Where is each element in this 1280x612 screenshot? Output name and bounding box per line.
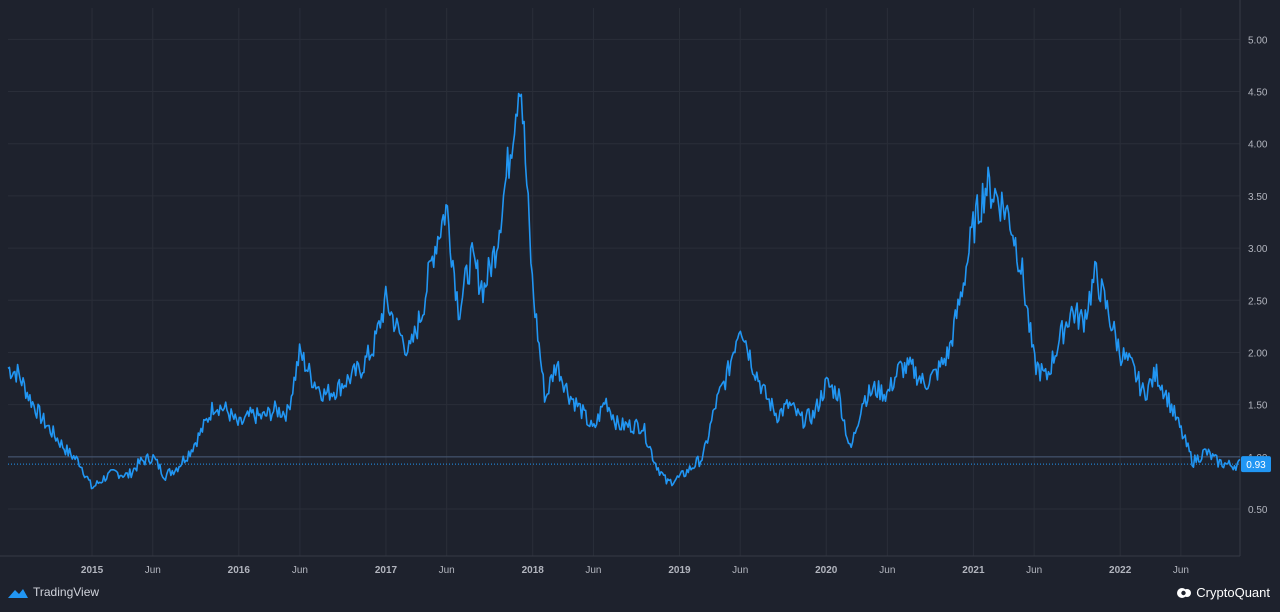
x-tick-label: 2022	[1109, 565, 1132, 576]
x-tick-label: 2015	[81, 565, 104, 576]
y-tick-label: 3.50	[1248, 192, 1268, 203]
x-tick-label: 2019	[668, 565, 691, 576]
x-tick-label: 2021	[962, 565, 985, 576]
x-tick-label: Jun	[732, 565, 748, 576]
x-tick-label: Jun	[1173, 565, 1189, 576]
y-tick-label: 5.00	[1248, 35, 1268, 46]
x-tick-label: 2016	[228, 565, 251, 576]
x-tick-label: Jun	[292, 565, 308, 576]
x-tick-label: Jun	[439, 565, 455, 576]
y-tick-label: 2.50	[1248, 296, 1268, 307]
x-tick-label: Jun	[1026, 565, 1042, 576]
last-value-label: 0.93	[1246, 460, 1266, 471]
cryptoquant-watermark: CryptoQuant	[1177, 585, 1270, 600]
tradingview-watermark[interactable]: TradingView	[8, 585, 99, 599]
tradingview-logo-icon	[8, 589, 28, 598]
x-tick-label: 2020	[815, 565, 838, 576]
y-tick-label: 2.00	[1248, 348, 1268, 359]
tradingview-label: TradingView	[33, 585, 100, 599]
y-tick-label: 0.50	[1248, 505, 1268, 516]
last-value-badge	[1241, 456, 1271, 473]
cryptoquant-label: CryptoQuant	[1196, 585, 1270, 600]
series-line	[7, 92, 1241, 490]
y-tick-label: 4.00	[1248, 140, 1268, 151]
x-tick-label: Jun	[879, 565, 895, 576]
x-tick-label: 2018	[522, 565, 545, 576]
y-tick-label: 3.00	[1248, 244, 1268, 255]
y-tick-label: 4.50	[1248, 88, 1268, 99]
cryptoquant-logo-icon	[1177, 587, 1192, 598]
y-tick-label: 1.50	[1248, 401, 1268, 412]
x-tick-label: 2017	[375, 565, 398, 576]
x-tick-label: Jun	[145, 565, 161, 576]
x-tick-label: Jun	[585, 565, 601, 576]
